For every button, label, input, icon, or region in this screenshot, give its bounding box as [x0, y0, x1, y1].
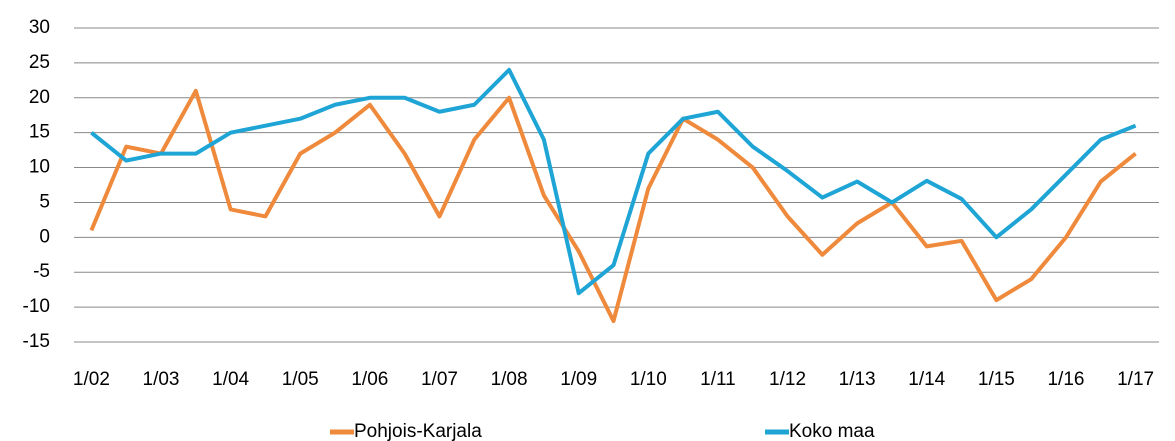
y-tick-label: 5 — [39, 191, 50, 212]
x-tick-label: 1/11 — [700, 369, 736, 390]
x-tick-label: 1/15 — [978, 369, 1015, 390]
legend-label: Koko maa — [789, 421, 875, 441]
y-tick-label: 10 — [29, 157, 50, 178]
series-line — [90, 67, 1137, 296]
series-line — [89, 88, 1137, 324]
x-tick-label: 1/05 — [282, 369, 319, 390]
x-tick-label: 1/02 — [73, 369, 110, 390]
y-tick-label: -10 — [23, 296, 50, 317]
x-tick-label: 1/08 — [491, 369, 528, 390]
y-tick-label: 25 — [29, 52, 50, 73]
y-tick-label: 30 — [29, 17, 50, 38]
x-tick-label: 1/16 — [1047, 369, 1084, 390]
x-tick-label: 1/07 — [421, 369, 458, 390]
x-tick-label: 1/06 — [351, 369, 388, 390]
x-tick-label: 1/13 — [839, 369, 876, 390]
y-tick-label: 15 — [29, 122, 50, 143]
x-tick-label: 1/03 — [143, 369, 180, 390]
x-tick-label: 1/10 — [630, 369, 667, 390]
x-tick-label: 1/04 — [212, 369, 249, 390]
x-tick-label: 1/17 — [1117, 369, 1154, 390]
x-tick-label: 1/14 — [908, 369, 945, 390]
legend-label: Pohjois-Karjala — [354, 421, 482, 441]
y-tick-label: -5 — [33, 261, 50, 282]
x-tick-label: 1/12 — [769, 369, 806, 390]
x-tick-label: 1/09 — [560, 369, 597, 390]
y-tick-label: 0 — [39, 226, 50, 247]
y-tick-label: 20 — [29, 87, 50, 108]
y-tick-label: -15 — [23, 331, 50, 352]
